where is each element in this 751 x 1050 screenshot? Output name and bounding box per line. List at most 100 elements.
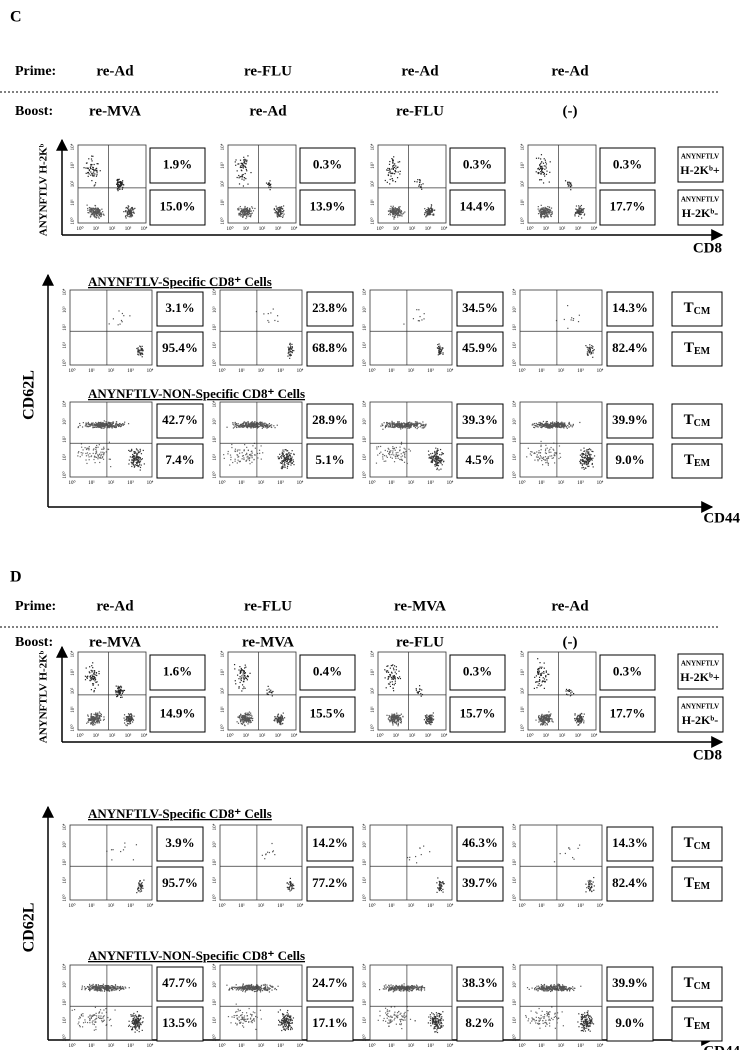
event-dot (282, 454, 284, 456)
boost-regimen: (-) (563, 634, 578, 650)
event-dot (397, 677, 400, 680)
x-tick-label: 10⁰ (68, 368, 75, 374)
boost-regimen: re-FLU (396, 634, 444, 650)
event-dot (537, 168, 539, 170)
event-dot (567, 183, 569, 185)
event-dot (107, 423, 109, 425)
y-tick-label: 10⁴ (62, 400, 68, 407)
event-dot (288, 886, 290, 889)
event-dot (539, 163, 541, 166)
event-dot (137, 460, 139, 462)
event-dot (241, 719, 243, 721)
event-dot (587, 457, 590, 459)
event-dot (274, 718, 276, 720)
event-dot (98, 214, 101, 216)
event-dot (540, 173, 542, 175)
event-dot (582, 452, 584, 455)
event-dot (401, 459, 403, 461)
event-dot (538, 172, 540, 174)
event-dot (548, 181, 550, 183)
event-dot (95, 217, 98, 219)
event-dot (418, 690, 421, 692)
event-dot (283, 451, 285, 453)
event-dot (277, 458, 280, 460)
event-dot (566, 427, 568, 429)
event-dot (532, 424, 534, 426)
event-dot (240, 679, 242, 682)
event-dot (547, 216, 549, 218)
event-dot (439, 454, 441, 456)
event-dot (244, 162, 246, 164)
x-tick-label: 10² (258, 480, 265, 486)
event-dot (569, 423, 571, 425)
event-dot (537, 671, 539, 673)
event-dot (387, 426, 389, 428)
event-dot (126, 716, 128, 718)
event-dot (103, 214, 105, 216)
event-dot (287, 453, 289, 455)
event-dot (579, 714, 581, 717)
event-dot (540, 213, 542, 216)
event-dot (139, 448, 141, 450)
event-dot (543, 678, 546, 680)
event-dot (234, 458, 236, 460)
event-dot (88, 456, 90, 458)
event-dot (433, 213, 435, 215)
event-dot (569, 183, 572, 185)
event-dot (440, 462, 442, 464)
event-dot (384, 677, 386, 679)
event-dot (590, 454, 592, 456)
event-dot (267, 424, 269, 427)
event-dot (89, 210, 91, 213)
x-tick-label: 10³ (575, 733, 582, 739)
event-dot (107, 448, 110, 451)
event-dot (539, 424, 542, 426)
event-dot (87, 675, 89, 677)
event-dot (89, 167, 92, 170)
event-dot (420, 692, 422, 695)
event-dot (430, 453, 432, 455)
event-dot (244, 716, 247, 718)
event-dot (436, 467, 438, 469)
event-dot (581, 456, 583, 458)
event-dot (128, 449, 130, 452)
event-dot (108, 458, 110, 460)
event-dot (95, 211, 98, 213)
event-dot (579, 213, 581, 216)
event-dot (379, 452, 381, 455)
event-dot (89, 210, 91, 212)
event-dot (259, 421, 261, 424)
event-dot (242, 721, 244, 724)
event-dot (284, 465, 286, 467)
event-dot (420, 695, 422, 697)
event-dot (400, 717, 402, 719)
event-dot (272, 308, 274, 310)
event-dot (88, 158, 90, 160)
event-dot (392, 425, 394, 427)
event-dot (268, 186, 270, 188)
event-dot (391, 664, 393, 667)
event-dot (418, 185, 420, 187)
event-dot (550, 446, 552, 449)
event-dot (568, 690, 571, 693)
event-dot (545, 422, 547, 424)
event-dot (91, 422, 93, 424)
event-dot (430, 207, 432, 209)
event-dot (115, 691, 117, 693)
event-dot (245, 213, 247, 215)
event-dot (131, 207, 133, 209)
event-dot (98, 715, 100, 717)
event-dot (290, 346, 292, 348)
event-dot (418, 320, 421, 322)
event-dot (394, 209, 396, 212)
event-dot (376, 446, 378, 448)
event-dot (267, 319, 269, 322)
event-dot (242, 422, 245, 424)
event-dot (255, 423, 257, 425)
event-dot (546, 424, 549, 426)
event-dot (133, 452, 135, 454)
event-dot (129, 210, 131, 213)
event-dot (392, 721, 394, 723)
event-dot (385, 425, 388, 427)
y-tick-label: 10² (70, 180, 76, 187)
